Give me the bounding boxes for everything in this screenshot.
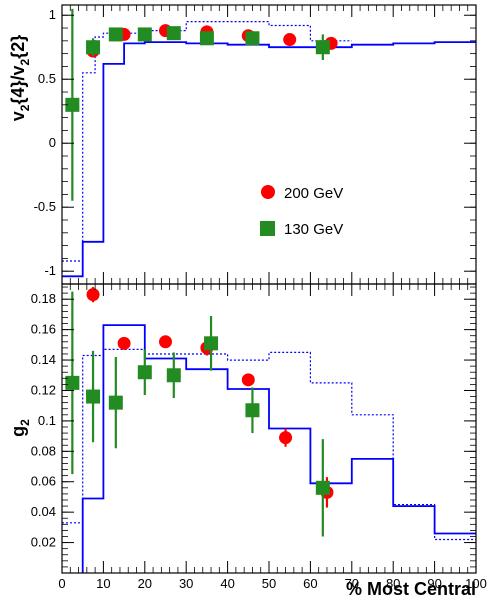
x-tick-label: 0 [58,576,65,591]
legend: 200 GeV 130 GeV [260,185,343,238]
data-point-200gev [279,431,293,445]
data-point-130gev [65,97,80,112]
legend-marker-130gev [260,221,275,236]
top-ylabel-mid: {4}/v [8,65,28,104]
data-point-130gev [86,40,101,55]
bottom-ylabel-sub: 2 [18,419,32,426]
y-tick-label: 0.02 [31,535,56,550]
legend-label-200gev: 200 GeV [284,185,343,202]
y-tick-label: -1 [44,263,56,278]
bot-curve-dotted [62,348,476,541]
x-axis-title: % Most Central [346,579,476,599]
data-point-130gev [166,368,181,383]
data-point-130gev [204,336,219,351]
top-y-axis-title: v2{4}/v2{2} [8,35,32,121]
bottom-axis-ticks: 0.02 0.04 0.06 0.08 0.1 0.12 0.14 0.16 0.18 0 10 20… [31,284,487,591]
data-point-200gev [283,33,297,47]
top-ylabel-end: {2} [8,35,28,59]
x-tick-label: 10 [96,576,110,591]
data-point-130gev [137,27,152,42]
data-point-130gev [86,389,101,404]
data-point-130gev [108,395,123,410]
top-model-curves [62,21,476,278]
data-point-200gev [117,336,131,350]
x-tick-label: 40 [220,576,234,591]
x-tick-label: 90 [427,576,441,591]
data-point-130gev [199,31,214,46]
x-tick-label: 60 [303,576,317,591]
top-curve-solid [62,41,476,278]
data-point-130gev [315,480,330,495]
y-tick-label: 0 [49,135,56,150]
bottom-plot-frame [61,283,477,574]
y-tick-label: 0.12 [31,382,56,397]
y-tick-label: 0.08 [31,443,56,458]
top-ylabel-sub2: 2 [18,58,32,65]
legend-marker-200gev [261,185,275,199]
y-tick-label: 1 [49,7,56,22]
panel-v2-ratio: 10.50-0.5-1 v2{4}/v2{2} 200 GeV 130 GeV [8,4,477,285]
y-tick-label: 0.06 [31,474,56,489]
bottom-model-curves [62,324,476,573]
x-tick-label: 80 [386,576,400,591]
data-point-130gev [245,403,260,418]
x-tick-label: 50 [262,576,276,591]
top-ylabel-v: v [8,111,28,121]
y-tick-label: 0.16 [31,322,56,337]
bottom-y-axis-title: g2 [8,419,32,437]
x-tick-label: 100 [465,576,487,591]
top-axis-ticks: 1 0.5 0 -0.5 -1 [34,5,477,285]
x-tick-label: 30 [179,576,193,591]
bottom-ylabel-g: g [8,426,28,437]
bottom-data-markers [65,287,334,537]
data-point-130gev [315,40,330,55]
x-tick-label: 20 [138,576,152,591]
data-point-130gev [137,365,152,380]
data-point-130gev [245,31,260,46]
y-tick-label: 0.14 [31,352,56,367]
y-tick-label: 0.18 [31,291,56,306]
data-point-200gev [86,288,100,302]
top-ylabel-sub1: 2 [18,104,32,111]
y-tick-label: 0.5 [38,71,56,86]
data-point-200gev [159,335,172,349]
data-point-130gev [166,26,181,41]
bot-curve-solid [81,324,476,573]
top-data-markers [65,8,338,201]
x-tick-label: 70 [345,576,359,591]
y-tick-label: -0.5 [34,199,56,214]
y-tick-label: 0.04 [31,504,56,519]
data-point-130gev [108,27,123,42]
data-point-200gev [241,373,255,387]
panel-g2: 0.02 0.04 0.06 0.08 0.1 0.12 0.14 0.16 0.18 0 10 20… [8,283,487,599]
legend-label-130gev: 130 GeV [284,221,343,238]
y-tick-label: 0.1 [38,413,56,428]
data-point-130gev [65,375,80,390]
